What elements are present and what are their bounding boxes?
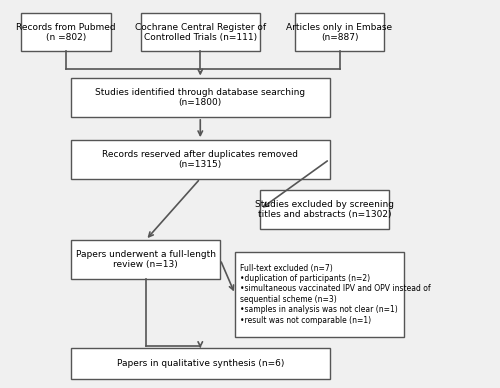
Text: Full-text excluded (n=7)
•duplication of participants (n=2)
•simultaneous vaccin: Full-text excluded (n=7) •duplication of… bbox=[240, 264, 430, 325]
FancyBboxPatch shape bbox=[71, 348, 330, 379]
FancyBboxPatch shape bbox=[71, 140, 330, 178]
FancyBboxPatch shape bbox=[260, 190, 389, 229]
Text: Cochrane Central Register of
Controlled Trials (n=111): Cochrane Central Register of Controlled … bbox=[134, 23, 266, 42]
FancyBboxPatch shape bbox=[140, 13, 260, 52]
FancyBboxPatch shape bbox=[22, 13, 111, 52]
Text: Articles only in Embase
(n=887): Articles only in Embase (n=887) bbox=[286, 23, 393, 42]
Text: Studies identified through database searching
(n=1800): Studies identified through database sear… bbox=[95, 88, 306, 107]
Text: Records reserved after duplicates removed
(n=1315): Records reserved after duplicates remove… bbox=[102, 150, 298, 169]
FancyBboxPatch shape bbox=[235, 252, 404, 336]
Text: Studies excluded by screening
titles and abstracts (n=1302): Studies excluded by screening titles and… bbox=[255, 200, 394, 219]
FancyBboxPatch shape bbox=[295, 13, 384, 52]
Text: Records from Pubmed
(n =802): Records from Pubmed (n =802) bbox=[16, 23, 116, 42]
FancyBboxPatch shape bbox=[71, 240, 220, 279]
Text: Papers in qualitative synthesis (n=6): Papers in qualitative synthesis (n=6) bbox=[116, 359, 284, 368]
FancyBboxPatch shape bbox=[71, 78, 330, 117]
Text: Papers underwent a full-length
review (n=13): Papers underwent a full-length review (n… bbox=[76, 250, 216, 269]
